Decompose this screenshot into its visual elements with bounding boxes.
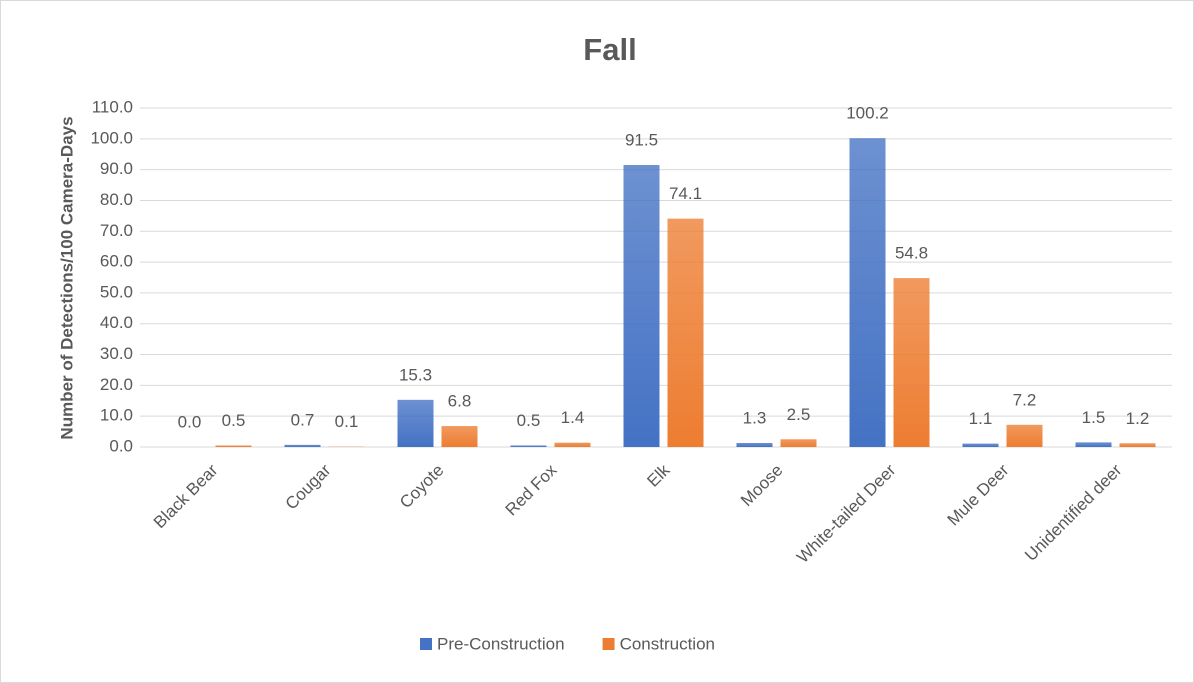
data-label: 15.3 xyxy=(399,365,432,384)
data-label: 0.7 xyxy=(291,410,315,429)
y-tick-label: 10.0 xyxy=(100,406,133,425)
data-label: 7.2 xyxy=(1013,390,1037,409)
legend-swatch xyxy=(602,638,615,650)
bar xyxy=(780,439,817,447)
y-tick-label: 30.0 xyxy=(100,344,133,363)
y-tick-label: 60.0 xyxy=(100,252,133,271)
data-label: 1.1 xyxy=(969,409,993,428)
bar xyxy=(667,218,704,447)
chart-title: Fall xyxy=(583,32,636,67)
bar xyxy=(284,444,321,447)
data-label: 54.8 xyxy=(895,244,928,263)
bar xyxy=(962,443,999,447)
bar xyxy=(736,442,773,447)
y-tick-label: 90.0 xyxy=(100,159,133,178)
data-label: 6.8 xyxy=(448,392,472,411)
y-tick-label: 110.0 xyxy=(92,97,133,116)
bar xyxy=(1075,442,1112,447)
bar xyxy=(510,445,547,447)
data-label: 1.2 xyxy=(1126,409,1150,428)
legend-swatch xyxy=(420,638,432,650)
bar xyxy=(215,445,252,447)
data-label: 0.1 xyxy=(335,412,359,431)
y-tick-label: 70.0 xyxy=(100,221,133,240)
bar xyxy=(849,138,886,447)
y-axis-label: Number of Detections/100 Camera-Days xyxy=(57,116,76,439)
data-label: 74.1 xyxy=(669,184,702,203)
data-label: 100.2 xyxy=(846,104,889,123)
data-label: 1.5 xyxy=(1082,408,1106,427)
data-label: 0.5 xyxy=(517,411,541,430)
bar xyxy=(1006,424,1043,447)
bar xyxy=(441,426,478,447)
legend-label: Pre-Construction xyxy=(437,634,565,653)
y-tick-label: 20.0 xyxy=(100,375,133,394)
bar xyxy=(623,165,660,447)
y-tick-label: 0.0 xyxy=(109,436,133,455)
legend-label: Construction xyxy=(620,634,715,653)
y-tick-label: 40.0 xyxy=(100,313,133,332)
bar xyxy=(397,399,434,447)
y-tick-label: 80.0 xyxy=(100,190,133,209)
data-label: 0.0 xyxy=(178,412,202,431)
bar xyxy=(554,442,591,447)
data-label: 1.4 xyxy=(561,408,585,427)
y-tick-label: 100.0 xyxy=(90,128,133,147)
data-label: 1.3 xyxy=(743,408,767,427)
bar xyxy=(893,278,930,447)
y-tick-label: 50.0 xyxy=(100,282,133,301)
data-label: 91.5 xyxy=(625,130,658,149)
data-label: 0.5 xyxy=(222,411,246,430)
data-label: 2.5 xyxy=(787,405,811,424)
bar xyxy=(1119,443,1156,447)
